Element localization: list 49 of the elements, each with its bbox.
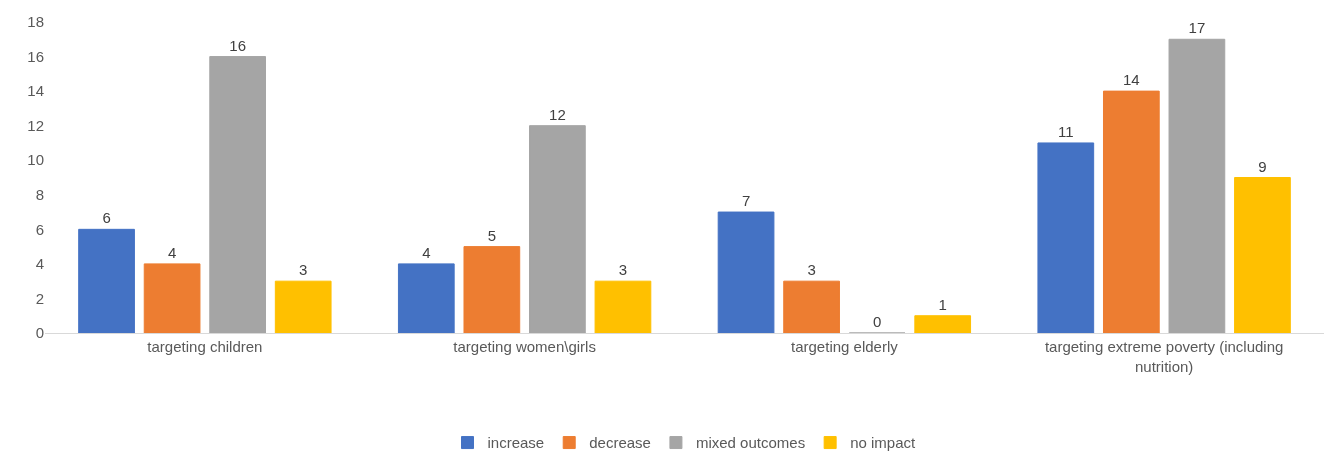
y-tick-label: 0 bbox=[35, 324, 44, 342]
bar bbox=[1168, 38, 1226, 333]
bar bbox=[397, 263, 455, 333]
bar bbox=[717, 211, 775, 333]
data-label: 7 bbox=[741, 192, 751, 210]
y-tick-label: 4 bbox=[35, 255, 44, 273]
data-label: 5 bbox=[487, 226, 497, 244]
bar bbox=[594, 280, 652, 333]
data-label: 4 bbox=[167, 243, 177, 261]
data-label: 3 bbox=[807, 261, 816, 279]
bar bbox=[529, 125, 586, 333]
legend-label: no impact bbox=[850, 434, 916, 452]
bar bbox=[274, 280, 332, 333]
bar bbox=[1102, 90, 1160, 333]
data-label: 14 bbox=[1123, 71, 1140, 89]
bar bbox=[78, 228, 135, 333]
y-tick-label: 16 bbox=[27, 47, 44, 65]
y-tick-label: 18 bbox=[27, 13, 44, 31]
bar bbox=[783, 280, 840, 333]
x-tick-label: targeting children bbox=[147, 338, 263, 355]
bar bbox=[1037, 142, 1095, 333]
data-label: 6 bbox=[102, 209, 111, 227]
data-label: 16 bbox=[229, 36, 246, 54]
data-label: 17 bbox=[1188, 19, 1206, 37]
bar bbox=[209, 56, 267, 333]
x-tick-label: targeting extreme poverty (including nutrition) bbox=[1044, 338, 1284, 375]
bar bbox=[143, 263, 201, 333]
y-tick-label: 10 bbox=[27, 151, 44, 169]
data-label: 3 bbox=[618, 261, 628, 279]
legend-label: mixed outcomes bbox=[695, 434, 806, 452]
data-label: 9 bbox=[1258, 157, 1267, 175]
y-tick-label: 6 bbox=[35, 220, 44, 238]
data-label: 4 bbox=[422, 243, 431, 261]
bar bbox=[1234, 177, 1291, 333]
x-tick-label: targeting elderly bbox=[791, 338, 899, 355]
data-label: 11 bbox=[1058, 122, 1074, 140]
data-label: 12 bbox=[549, 105, 566, 123]
legend-label: increase bbox=[487, 434, 545, 452]
y-tick-label: 14 bbox=[27, 82, 44, 100]
bar bbox=[914, 315, 972, 333]
data-label: 1 bbox=[938, 295, 947, 313]
x-tick-label: targeting women\girls bbox=[453, 338, 596, 355]
y-tick-label: 8 bbox=[35, 186, 44, 204]
y-tick-label: 12 bbox=[27, 116, 44, 134]
y-tick-label: 2 bbox=[35, 289, 44, 307]
data-label: 3 bbox=[299, 261, 308, 279]
bar bbox=[463, 246, 521, 333]
legend-label: decrease bbox=[589, 434, 651, 452]
data-label: 0 bbox=[872, 313, 882, 330]
